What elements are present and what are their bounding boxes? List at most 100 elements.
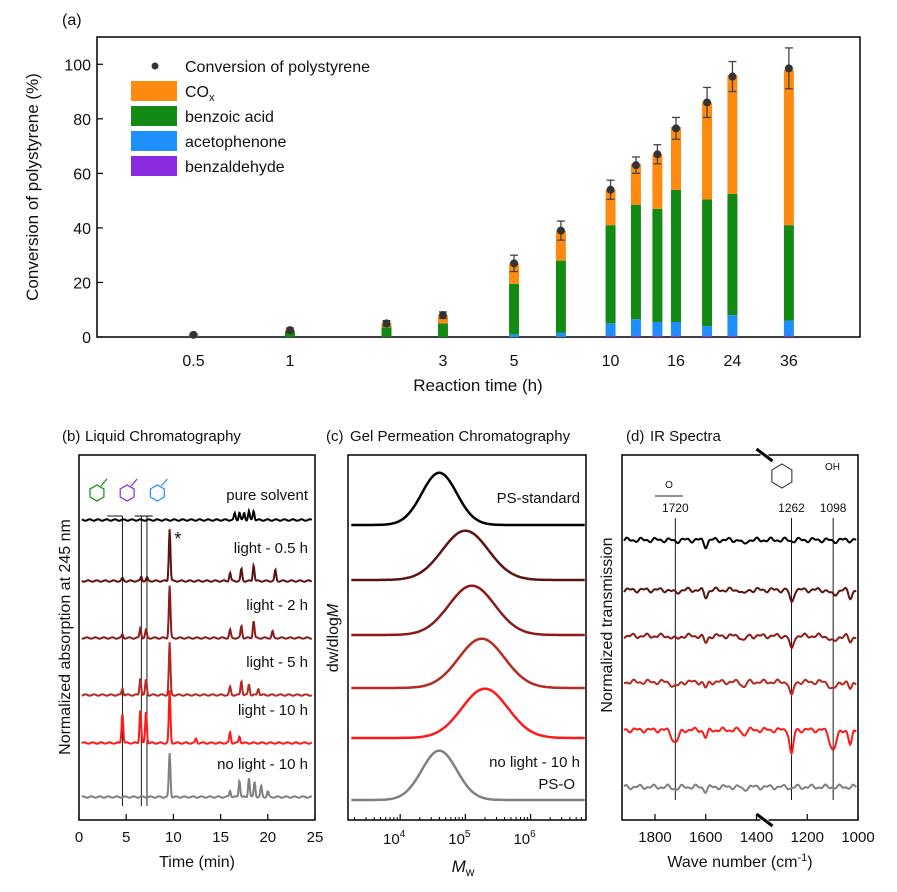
panel-c-xlabel-main: M xyxy=(452,857,467,876)
conversion-point xyxy=(631,161,640,170)
lc-trace-label: no light - 10 h xyxy=(217,756,308,773)
bar-benzoic xyxy=(727,193,738,316)
panel-b: (b) Liquid Chromatography 0 5 10 15 20 25 pure… xyxy=(57,428,323,871)
panel-a-xtick-label: 5 xyxy=(510,353,519,370)
panel-c-xtick-label: 104 xyxy=(383,829,406,848)
ir-group-alcohol-icon: OH xyxy=(825,462,840,473)
legend-marker-cox xyxy=(131,81,177,101)
panel-c-letter: (c) xyxy=(326,428,344,445)
bar-cox xyxy=(670,127,681,190)
bar-cox xyxy=(509,263,520,284)
ir-trace xyxy=(623,632,857,650)
panel-a: (a) 0 20 40 60 80 100 0.5 1 3 5 10 16 24 36 Conversion… xyxy=(23,12,861,395)
conversion-point xyxy=(438,311,447,320)
panel-c-title: Gel Permeation Chromatography xyxy=(350,428,571,445)
legend-marker-benzoic xyxy=(131,106,177,126)
molecule-bond xyxy=(100,478,108,487)
conversion-point xyxy=(671,124,680,133)
panel-a-xtick-label: 0.5 xyxy=(182,353,204,370)
panel-c-xtick-base: 10 xyxy=(448,831,465,848)
legend-label-sub: x xyxy=(209,92,215,104)
panel-b-letter: (b) xyxy=(62,428,80,445)
bar-cox xyxy=(437,315,448,324)
panel-d-xtick-label: 1800 xyxy=(638,829,671,846)
legend-label-benzaldehyde: benzaldehyde xyxy=(185,159,285,176)
gpc-trace xyxy=(351,584,585,637)
bar-benzoic xyxy=(670,189,681,322)
panel-d: (d) IR Spectra 1800 1600 1400 1200 1000 1720 1… xyxy=(599,428,875,871)
panel-d-xlabel-main: Wave number (cm xyxy=(667,854,797,871)
panel-d-xlabel-end: ) xyxy=(807,854,812,871)
panel-d-xtick-label: 1600 xyxy=(689,829,722,846)
panel-d-xtick-label: 1000 xyxy=(841,829,874,846)
panel-c-xtick-exp: 4 xyxy=(400,829,406,840)
bar-benzaldehyde xyxy=(652,335,663,337)
panel-a-xlabel: Reaction time (h) xyxy=(413,376,542,395)
legend-label-benzoic: benzoic acid xyxy=(185,109,274,126)
panel-d-xlabel: Wave number (cm-1) xyxy=(667,852,812,871)
bar-benzoic xyxy=(702,199,713,327)
molecule-bond xyxy=(130,478,138,487)
panel-a-xtick-label: 16 xyxy=(667,353,685,370)
bar-benzaldehyde xyxy=(702,335,713,337)
panel-a-ytick-label: 60 xyxy=(73,166,91,183)
ir-group-aryl-ether-icon xyxy=(771,463,793,489)
panel-b-xtick-label: 15 xyxy=(212,829,229,846)
panel-c-xtick-base: 10 xyxy=(513,831,530,848)
molecule-benzoic-icon xyxy=(89,484,105,502)
ir-trace xyxy=(623,783,857,795)
axis-break-icon xyxy=(755,447,774,463)
lc-trace xyxy=(81,642,313,697)
conversion-point xyxy=(285,326,294,335)
gpc-trace-label: PS-O xyxy=(538,776,575,793)
panel-b-xtick-label: 0 xyxy=(75,829,83,846)
gpc-trace xyxy=(351,687,585,740)
panel-c-ylabel: dw/dlogM xyxy=(325,603,342,672)
panel-c-xtick-exp: 6 xyxy=(530,829,536,840)
bar-acetophenone xyxy=(783,320,794,336)
conversion-point xyxy=(784,64,793,73)
panel-a-ytick-label: 0 xyxy=(82,330,91,347)
panel-b-xtick-label: 10 xyxy=(165,829,182,846)
legend-label-text: Conversion of polystyrene xyxy=(185,59,370,76)
legend-label-text: acetophenone xyxy=(185,134,287,151)
panel-b-frame xyxy=(78,454,316,821)
bar-benzoic xyxy=(652,208,663,322)
bar-benzaldehyde xyxy=(783,335,794,337)
ir-trace xyxy=(623,536,857,550)
bar-acetophenone xyxy=(630,319,641,336)
panel-c-xlabel-sub: w xyxy=(465,865,475,879)
gpc-trace xyxy=(351,471,585,527)
panel-d-letter: (d) xyxy=(626,428,644,445)
panel-c-frame xyxy=(347,454,587,821)
ir-trace xyxy=(623,726,857,757)
gpc-trace-label: PS-standard xyxy=(497,490,580,507)
panel-d-title: IR Spectra xyxy=(650,428,722,445)
lc-trace xyxy=(81,585,312,640)
gpc-trace xyxy=(351,749,585,802)
lc-trace-label: light - 2 h xyxy=(246,597,308,614)
conversion-point xyxy=(703,98,712,107)
lc-annotation-star: * xyxy=(174,529,181,549)
panel-a-xtick-label: 24 xyxy=(724,353,742,370)
ir-reference-label: 1098 xyxy=(820,501,847,515)
legend-marker-benzaldehyde xyxy=(131,156,177,176)
panel-a-ytick-label: 80 xyxy=(73,112,91,129)
bar-acetophenone xyxy=(555,332,566,337)
panel-a-ytick-label: 40 xyxy=(73,221,91,238)
panel-c-xtick-label: 105 xyxy=(448,829,471,848)
conversion-point xyxy=(382,319,391,328)
panel-c-xtick-base: 10 xyxy=(383,831,400,848)
conversion-point xyxy=(510,259,519,268)
legend-label-cox: COx xyxy=(185,84,215,104)
conversion-point xyxy=(189,330,198,339)
panel-a-xtick-label: 3 xyxy=(438,353,447,370)
legend-marker-acetophenone xyxy=(131,131,177,151)
panel-b-xtick-label: 5 xyxy=(122,829,130,846)
bar-cox xyxy=(555,230,566,261)
bar-acetophenone xyxy=(670,322,681,336)
legend-label-acetophenone: acetophenone xyxy=(185,134,287,151)
bar-cox xyxy=(783,69,794,226)
conversion-point xyxy=(653,150,662,159)
panel-a-letter: (a) xyxy=(62,12,82,29)
